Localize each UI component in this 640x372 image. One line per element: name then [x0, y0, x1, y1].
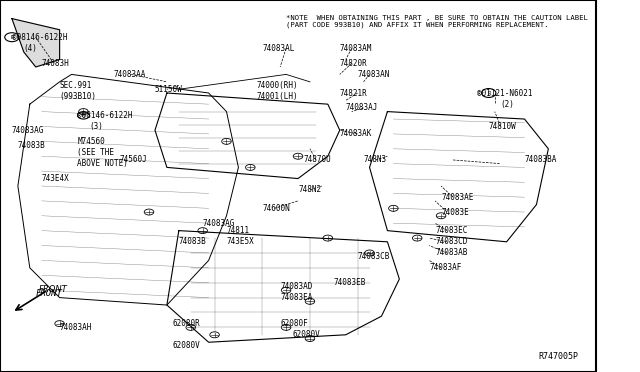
Text: 74083EA: 74083EA [280, 293, 312, 302]
Text: 74083B: 74083B [18, 141, 45, 150]
Text: 74083AK: 74083AK [340, 129, 372, 138]
Text: FRONT: FRONT [36, 289, 63, 298]
Text: 74083EC: 74083EC [435, 226, 467, 235]
Text: ABOVE NOTE): ABOVE NOTE) [77, 159, 129, 168]
Text: 62080V: 62080V [292, 330, 320, 339]
Text: 74083CD: 74083CD [435, 237, 467, 246]
Text: 74083AG: 74083AG [12, 126, 44, 135]
Text: 74083AE: 74083AE [441, 193, 474, 202]
Text: 62080F: 62080F [280, 319, 308, 328]
Text: SEC.991: SEC.991 [60, 81, 92, 90]
Text: (4): (4) [24, 44, 38, 53]
Text: ®08146-6122H: ®08146-6122H [12, 33, 67, 42]
Text: 74083AL: 74083AL [262, 44, 294, 53]
Text: (2): (2) [500, 100, 515, 109]
Text: 743E5X: 743E5X [227, 237, 254, 246]
Text: 51150W: 51150W [155, 85, 183, 94]
Text: 748N3: 748N3 [364, 155, 387, 164]
Text: 748N2: 748N2 [298, 185, 321, 194]
Text: FRONT: FRONT [39, 285, 67, 294]
Text: 74560J: 74560J [119, 155, 147, 164]
Text: R: R [82, 113, 85, 118]
Text: 74810W: 74810W [489, 122, 516, 131]
Text: (993B10): (993B10) [60, 92, 97, 101]
Text: 74083AD: 74083AD [280, 282, 312, 291]
Text: 74083EB: 74083EB [334, 278, 366, 287]
Text: 74083AF: 74083AF [429, 263, 461, 272]
Polygon shape [12, 19, 60, 67]
Text: 74083H: 74083H [42, 59, 70, 68]
Text: 74083AJ: 74083AJ [346, 103, 378, 112]
Text: 74083E: 74083E [441, 208, 469, 217]
Text: 74083AB: 74083AB [435, 248, 467, 257]
Text: ®08146-6122H: ®08146-6122H [77, 111, 133, 120]
Text: 74083AN: 74083AN [358, 70, 390, 79]
Text: (SEE THE: (SEE THE [77, 148, 115, 157]
Text: 74811: 74811 [227, 226, 250, 235]
Text: 743E4X: 743E4X [42, 174, 70, 183]
Text: 74870U: 74870U [304, 155, 332, 164]
Text: 74083AG: 74083AG [203, 219, 235, 228]
Text: R: R [487, 90, 490, 96]
Text: R747005P: R747005P [538, 352, 578, 361]
Text: *NOTE  WHEN OBTAINING THIS PART , BE SURE TO OBTAIN THE CAUTION LABEL
(PART CODE: *NOTE WHEN OBTAINING THIS PART , BE SURE… [286, 15, 588, 28]
Text: 74083BA: 74083BA [525, 155, 557, 164]
Text: 74000(RH): 74000(RH) [256, 81, 298, 90]
Text: 62080R: 62080R [173, 319, 200, 328]
Text: 74083CB: 74083CB [358, 252, 390, 261]
Text: (3): (3) [90, 122, 103, 131]
Text: 74083B: 74083B [179, 237, 207, 246]
Text: 74600N: 74600N [262, 204, 290, 213]
Text: 62080V: 62080V [173, 341, 200, 350]
Text: 74083AM: 74083AM [340, 44, 372, 53]
Text: 74083AA: 74083AA [113, 70, 146, 79]
Text: 74083AH: 74083AH [60, 323, 92, 332]
Text: M74560: M74560 [77, 137, 105, 146]
Text: 74821R: 74821R [340, 89, 367, 97]
Text: 74001(LH): 74001(LH) [256, 92, 298, 101]
Text: 74820R: 74820R [340, 59, 367, 68]
Text: R: R [10, 35, 13, 40]
Text: ®01121-N6021: ®01121-N6021 [477, 89, 532, 97]
